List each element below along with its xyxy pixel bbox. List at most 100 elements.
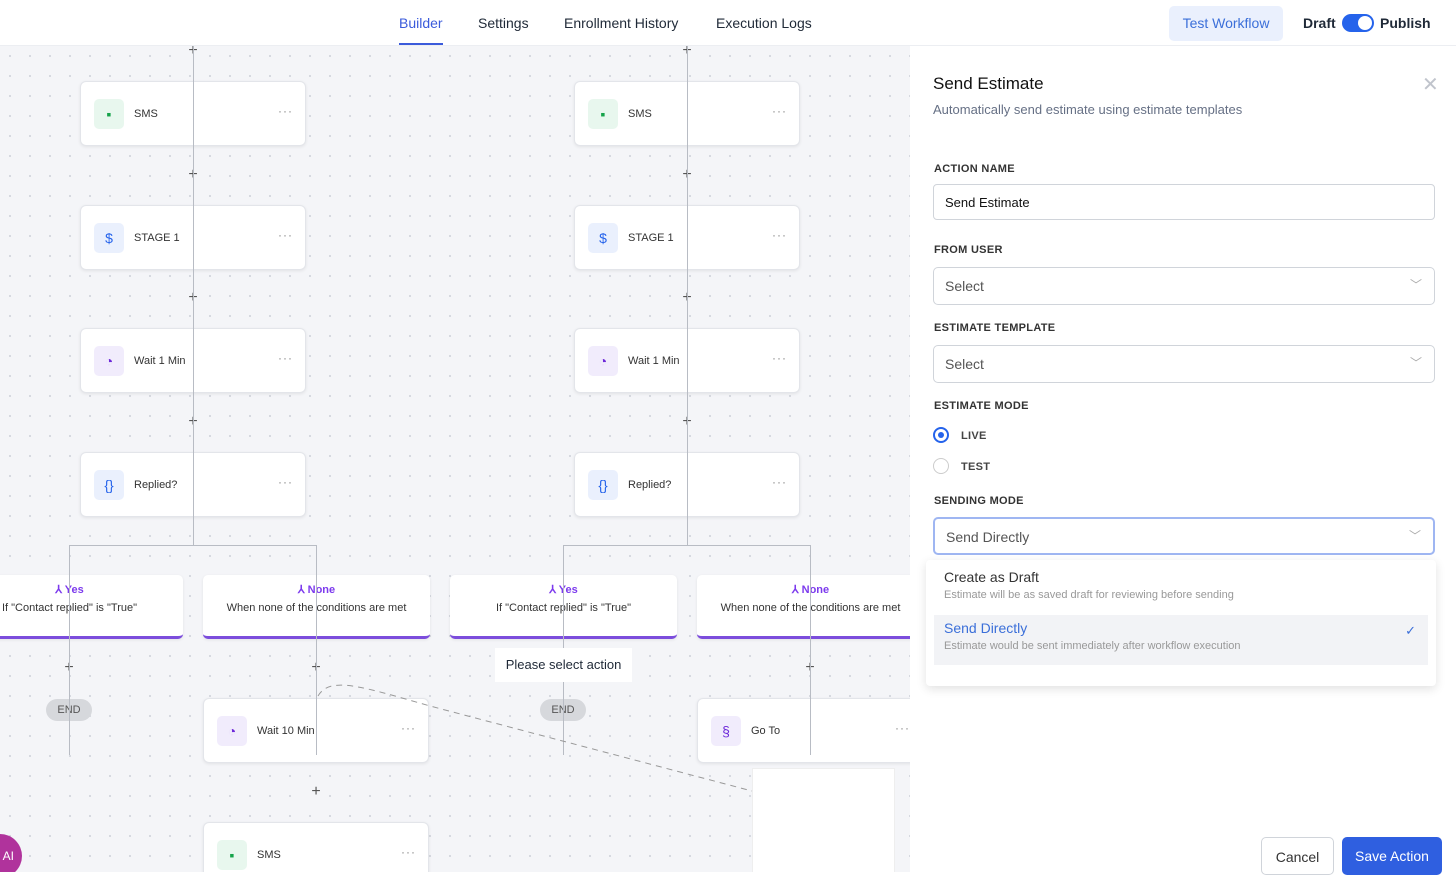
- option-create-as-draft[interactable]: Create as Draft Estimate will be as save…: [934, 564, 1428, 614]
- ai-assistant-button[interactable]: AI: [0, 834, 22, 872]
- goto-icon: §: [711, 716, 741, 746]
- option-description: Estimate will be as saved draft for revi…: [944, 589, 1234, 601]
- connector-line: [69, 545, 316, 546]
- branch-icon: ⅄: [297, 584, 308, 596]
- branch-icon: ⅄: [549, 584, 559, 596]
- action-name-label: ACTION NAME: [934, 163, 1015, 175]
- radio-test[interactable]: [933, 458, 949, 474]
- minimap[interactable]: [752, 768, 895, 872]
- from-user-select[interactable]: Select ﹀: [933, 267, 1435, 305]
- top-bar: Builder Settings Enrollment History Exec…: [0, 0, 1456, 46]
- sending-mode-value: Send Directly: [946, 529, 1030, 545]
- please-select-action-tooltip: Please select action: [495, 648, 632, 682]
- connector-line: [193, 46, 194, 545]
- node-label: SMS: [257, 849, 281, 861]
- add-step-button[interactable]: +: [309, 784, 323, 800]
- publish-toggle[interactable]: [1342, 14, 1374, 32]
- connector-line: [563, 545, 810, 546]
- branch-condition: If "Contact replied" is "True": [1, 602, 138, 614]
- clock-icon: ◔: [217, 716, 247, 746]
- chevron-down-icon: ﹀: [1408, 529, 1421, 543]
- estimate-template-value: Select: [945, 356, 984, 372]
- option-description: Estimate would be sent immediately after…: [944, 640, 1241, 652]
- more-options-icon[interactable]: ···: [772, 351, 787, 365]
- close-icon[interactable]: ✕: [1422, 74, 1439, 96]
- branch-card[interactable]: ⅄ Yes If "Contact replied" is "True": [0, 575, 183, 639]
- more-options-icon[interactable]: ···: [772, 104, 787, 118]
- sms-icon: ▪: [94, 99, 124, 129]
- branch-title-text: None: [801, 584, 830, 596]
- option-send-directly[interactable]: Send Directly Estimate would be sent imm…: [934, 615, 1428, 665]
- more-options-icon[interactable]: ···: [772, 475, 787, 489]
- more-options-icon[interactable]: ···: [278, 475, 293, 489]
- workflow-node[interactable]: § Go To ···: [697, 698, 910, 763]
- node-label: Replied?: [134, 479, 178, 491]
- more-options-icon[interactable]: ···: [895, 721, 910, 735]
- braces-icon: {}: [94, 470, 124, 500]
- node-label: Wait 1 Min: [628, 355, 680, 367]
- branch-condition: When none of the conditions are met: [720, 602, 901, 614]
- workflow-canvas[interactable]: ▪SMS···§Go To···◔Wait 10 Min···ENDEND+++…: [0, 46, 910, 872]
- dollar-icon: $: [588, 223, 618, 253]
- node-label: Replied?: [628, 479, 672, 491]
- branch-icon: ⅄: [791, 584, 802, 596]
- tab-settings[interactable]: Settings: [478, 15, 529, 31]
- workflow-node[interactable]: ▪ SMS ···: [203, 822, 429, 872]
- node-label: SMS: [134, 108, 158, 120]
- clock-icon: ◔: [588, 346, 618, 376]
- option-title: Send Directly: [944, 620, 1028, 636]
- radio-live[interactable]: [933, 427, 949, 443]
- action-settings-panel: Send Estimate Automatically send estimat…: [910, 46, 1456, 875]
- panel-subtitle: Automatically send estimate using estima…: [933, 102, 1243, 117]
- chevron-down-icon: ﹀: [1409, 356, 1422, 370]
- publish-label: Publish: [1380, 15, 1431, 31]
- chevron-down-icon: ﹀: [1409, 278, 1422, 292]
- node-label: STAGE 1: [134, 232, 180, 244]
- node-label: Wait 10 Min: [257, 725, 315, 737]
- sms-icon: ▪: [588, 99, 618, 129]
- tab-builder[interactable]: Builder: [399, 15, 443, 45]
- dollar-icon: $: [94, 223, 124, 253]
- branch-title: ⅄ Yes: [0, 583, 183, 596]
- more-options-icon[interactable]: ···: [772, 228, 787, 242]
- branch-icon: ⅄: [55, 584, 65, 596]
- more-options-icon[interactable]: ···: [401, 845, 416, 859]
- tab-enrollment-history[interactable]: Enrollment History: [564, 15, 679, 31]
- sms-icon: ▪: [217, 840, 247, 870]
- panel-title: Send Estimate: [933, 74, 1044, 93]
- connector-line: [316, 545, 317, 755]
- branch-title: ⅄ None: [203, 583, 430, 596]
- test-workflow-button[interactable]: Test Workflow: [1169, 6, 1283, 41]
- cancel-button[interactable]: Cancel: [1261, 837, 1334, 875]
- branch-title-text: Yes: [558, 584, 578, 596]
- sending-mode-dropdown: Create as Draft Estimate will be as save…: [926, 560, 1436, 686]
- sending-mode-select[interactable]: Send Directly ﹀: [933, 517, 1435, 555]
- sending-mode-label: SENDING MODE: [934, 495, 1024, 507]
- node-label: SMS: [628, 108, 652, 120]
- node-label: STAGE 1: [628, 232, 674, 244]
- more-options-icon[interactable]: ···: [278, 104, 293, 118]
- from-user-value: Select: [945, 278, 984, 294]
- radio-test-label[interactable]: TEST: [961, 461, 991, 473]
- more-options-icon[interactable]: ···: [278, 351, 293, 365]
- more-options-icon[interactable]: ···: [401, 721, 416, 735]
- clock-icon: ◔: [94, 346, 124, 376]
- connector-line: [69, 545, 70, 755]
- branch-title-text: Yes: [64, 584, 84, 596]
- save-action-button[interactable]: Save Action: [1342, 837, 1442, 875]
- from-user-label: FROM USER: [934, 244, 1003, 256]
- connector-line: [810, 545, 811, 755]
- radio-live-label[interactable]: LIVE: [961, 430, 987, 442]
- branch-card[interactable]: ⅄ None When none of the conditions are me…: [697, 575, 910, 639]
- action-name-input[interactable]: Send Estimate: [933, 184, 1435, 220]
- braces-icon: {}: [588, 470, 618, 500]
- connector-line: [687, 46, 688, 545]
- option-title: Create as Draft: [944, 569, 1039, 585]
- estimate-template-label: ESTIMATE TEMPLATE: [934, 322, 1056, 334]
- node-label: Wait 1 Min: [134, 355, 186, 367]
- branch-title-text: None: [307, 584, 336, 596]
- estimate-template-select[interactable]: Select ﹀: [933, 345, 1435, 383]
- tab-execution-logs[interactable]: Execution Logs: [716, 15, 812, 31]
- node-label: Go To: [751, 725, 781, 737]
- more-options-icon[interactable]: ···: [278, 228, 293, 242]
